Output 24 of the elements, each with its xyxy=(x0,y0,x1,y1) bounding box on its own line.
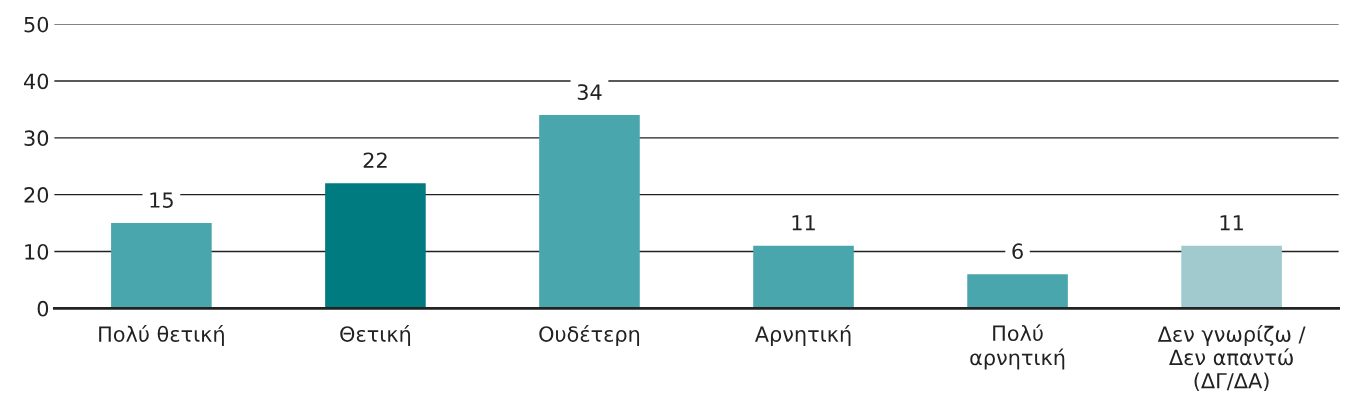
x-tick-label: Πολύ αρνητική xyxy=(970,324,1065,370)
bar xyxy=(753,245,854,309)
bar xyxy=(325,183,426,309)
bar xyxy=(111,223,212,309)
x-tick-label: Θετική xyxy=(340,324,411,346)
bar xyxy=(967,274,1068,309)
y-tick-label: 20 xyxy=(24,187,49,203)
y-tick-label: 0 xyxy=(37,300,49,317)
data-label: 15 xyxy=(150,192,173,208)
bar xyxy=(1181,245,1282,309)
data-label: 11 xyxy=(1220,215,1243,231)
y-tick-label: 50 xyxy=(24,16,49,33)
y-tick-label: 10 xyxy=(25,243,49,260)
y-tick-label: 40 xyxy=(24,73,49,90)
data-label: 11 xyxy=(792,215,815,231)
x-tick-label: Ουδέτερη xyxy=(539,324,640,346)
x-tick-label: Δεν γνωρίζω / Δεν απαντώ (ΔΓ/ΔΑ) xyxy=(1157,324,1306,392)
bar xyxy=(539,115,640,309)
data-label: 22 xyxy=(363,152,387,168)
data-label: 34 xyxy=(577,84,602,100)
data-label: 6 xyxy=(1012,243,1023,260)
x-tick-label: Αρνητική xyxy=(754,324,851,346)
y-tick-label: 30 xyxy=(24,130,49,147)
x-tick-label: Πολύ θετική xyxy=(99,324,224,346)
